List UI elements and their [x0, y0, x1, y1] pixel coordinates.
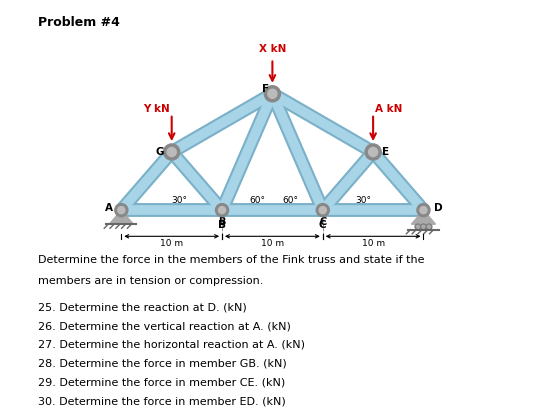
Circle shape: [164, 144, 180, 160]
Text: C: C: [319, 217, 326, 227]
Circle shape: [215, 204, 228, 217]
Circle shape: [268, 89, 277, 98]
Circle shape: [420, 206, 427, 214]
Text: 30°: 30°: [355, 196, 371, 204]
Text: A kN: A kN: [374, 105, 402, 115]
Text: 27. Determine the horizontal reaction at A. (kN): 27. Determine the horizontal reaction at…: [38, 340, 305, 350]
Text: A: A: [105, 203, 113, 213]
Text: Problem #4: Problem #4: [38, 16, 120, 29]
Text: 30°: 30°: [172, 196, 188, 204]
Text: E: E: [382, 147, 389, 157]
Text: 25. Determine the reaction at D. (kN): 25. Determine the reaction at D. (kN): [38, 302, 247, 312]
Polygon shape: [109, 210, 133, 224]
Text: 60°: 60°: [282, 196, 299, 204]
Circle shape: [421, 224, 426, 229]
Text: 10 m: 10 m: [160, 239, 183, 248]
Text: 26. Determine the vertical reaction at A. (kN): 26. Determine the vertical reaction at A…: [38, 321, 291, 331]
Text: 60°: 60°: [249, 196, 265, 204]
Text: C: C: [319, 220, 326, 230]
Text: members are in tension or compression.: members are in tension or compression.: [38, 276, 263, 286]
Text: Y kN: Y kN: [143, 105, 170, 115]
Text: X kN: X kN: [259, 44, 286, 54]
Circle shape: [426, 224, 432, 229]
Polygon shape: [411, 210, 436, 224]
Text: B: B: [218, 220, 226, 230]
Circle shape: [417, 204, 430, 217]
Circle shape: [319, 206, 326, 214]
Circle shape: [369, 147, 378, 157]
Text: F: F: [262, 84, 269, 94]
Circle shape: [115, 204, 128, 217]
Circle shape: [316, 204, 329, 217]
Text: G: G: [156, 147, 164, 157]
Circle shape: [219, 206, 226, 214]
Text: Determine the force in the members of the Fink truss and state if the: Determine the force in the members of th…: [38, 255, 424, 265]
Text: 10 m: 10 m: [362, 239, 385, 248]
Text: B: B: [218, 217, 226, 227]
Circle shape: [167, 147, 176, 157]
Circle shape: [415, 224, 421, 229]
Text: D: D: [434, 203, 443, 213]
Circle shape: [264, 86, 281, 102]
Text: 30. Determine the force in member ED. (kN): 30. Determine the force in member ED. (k…: [38, 396, 286, 406]
Text: 28. Determine the force in member GB. (kN): 28. Determine the force in member GB. (k…: [38, 359, 287, 369]
Circle shape: [365, 144, 381, 160]
Circle shape: [118, 206, 125, 214]
Text: 29. Determine the force in member CE. (kN): 29. Determine the force in member CE. (k…: [38, 377, 286, 388]
Text: 10 m: 10 m: [261, 239, 284, 248]
